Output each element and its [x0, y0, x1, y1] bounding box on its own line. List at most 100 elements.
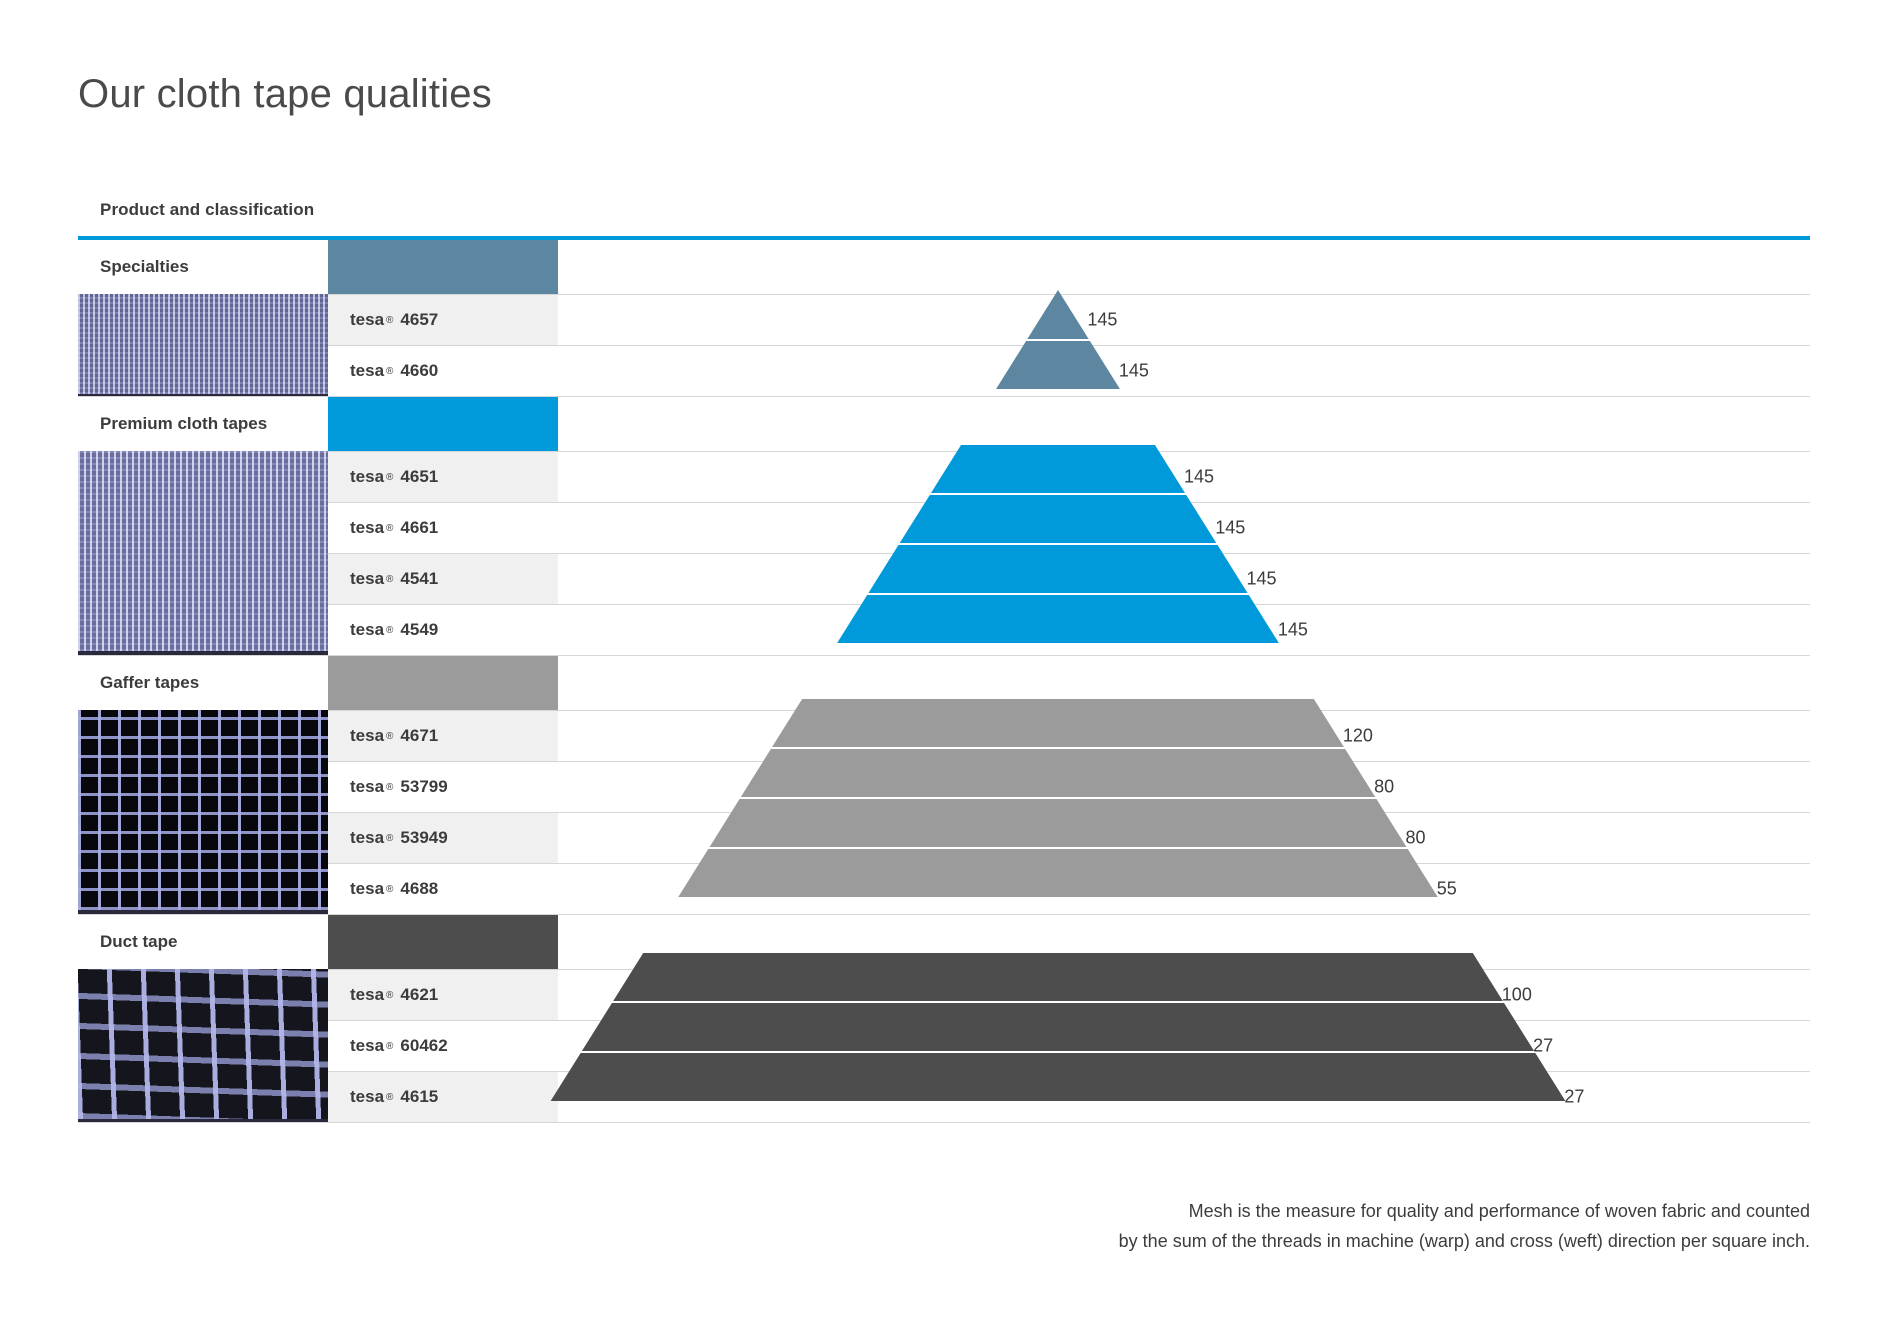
- fabric-texture-image: [78, 451, 328, 651]
- product-code: 4651: [400, 467, 439, 486]
- category-products: tesa ® 4651 145 tesa ® 4661 145 tesa ® 4541 145 tesa…: [78, 451, 1810, 656]
- category-row-spacer: [558, 240, 1810, 294]
- product-brand: tesa: [350, 569, 385, 588]
- fabric-texture-image: [78, 294, 328, 394]
- product-code: 53949: [400, 828, 448, 847]
- registered-mark-icon: ®: [386, 314, 394, 326]
- product-brand: tesa: [350, 518, 385, 537]
- product-name-cell: tesa ® 4615: [328, 1072, 558, 1122]
- mesh-chart-cell: 145: [558, 295, 1810, 345]
- mesh-chart-cell: 145: [558, 346, 1810, 396]
- footnote-line-2: by the sum of the threads in machine (wa…: [1118, 1231, 1810, 1251]
- category-row-spacer: [558, 915, 1810, 969]
- registered-mark-icon: ®: [386, 522, 394, 534]
- table-row: tesa ® 60462 27: [78, 1021, 1810, 1072]
- mesh-chart-cell: 80: [558, 813, 1810, 863]
- registered-mark-icon: ®: [386, 730, 394, 742]
- table-row: tesa ® 53799 80: [78, 762, 1810, 813]
- mesh-chart-cell: 80: [558, 762, 1810, 812]
- registered-mark-icon: ®: [386, 989, 394, 1001]
- mesh-value: 55: [1436, 878, 1457, 899]
- category-label: Duct tape: [100, 932, 178, 951]
- product-code: 4688: [400, 879, 439, 898]
- mesh-value: 120: [1342, 725, 1373, 746]
- category-products: tesa ® 4621 100 tesa ® 60462 27 tesa ® 4615 27: [78, 969, 1810, 1123]
- product-code: 4657: [400, 310, 439, 329]
- product-code: 4549: [400, 620, 439, 639]
- mesh-chart-cell: 145: [558, 503, 1810, 553]
- registered-mark-icon: ®: [386, 781, 394, 793]
- category-label: Gaffer tapes: [100, 673, 200, 692]
- product-name-cell: tesa ® 4688: [328, 864, 558, 914]
- mesh-chart-cell: 55: [558, 864, 1810, 914]
- product-name-cell: tesa ® 4541: [328, 554, 558, 604]
- product-name-cell: tesa ® 60462: [328, 1021, 558, 1071]
- product-name-cell: tesa ® 53949: [328, 813, 558, 863]
- registered-mark-icon: ®: [386, 624, 394, 636]
- product-name-cell: tesa ® 4549: [328, 605, 558, 655]
- table-row: tesa ® 4660 145: [78, 346, 1810, 397]
- table-row: tesa ® 4688 55: [78, 864, 1810, 915]
- footnote: Mesh is the measure for quality and perf…: [1010, 1196, 1810, 1256]
- mesh-chart-cell: 100: [558, 970, 1810, 1020]
- product-brand: tesa: [350, 310, 385, 329]
- page-title: Our cloth tape qualities: [78, 72, 492, 116]
- product-brand: tesa: [350, 726, 385, 745]
- product-name-cell: tesa ® 4657: [328, 295, 558, 345]
- table-row: tesa ® 53949 80: [78, 813, 1810, 864]
- table-row: tesa ® 4621 100: [78, 969, 1810, 1021]
- registered-mark-icon: ®: [386, 1040, 394, 1052]
- product-brand: tesa: [350, 620, 385, 639]
- product-code: 4661: [400, 518, 439, 537]
- mesh-value: 145: [1183, 466, 1215, 487]
- category-row-spacer: [558, 397, 1810, 451]
- product-brand: tesa: [350, 879, 385, 898]
- product-name-cell: tesa ® 4660: [328, 346, 558, 396]
- product-brand: tesa: [350, 985, 385, 1004]
- category-products: tesa ® 4657 145 tesa ® 4660 145: [78, 294, 1810, 397]
- category-color-swatch: [328, 397, 558, 451]
- product-brand: tesa: [350, 361, 385, 380]
- product-code: 4621: [400, 985, 439, 1004]
- mesh-chart-cell: 120: [558, 711, 1810, 761]
- product-name-cell: tesa ® 4661: [328, 503, 558, 553]
- product-name-cell: tesa ® 4651: [328, 452, 558, 502]
- category-row-premium-cloth-tapes: Premium cloth tapes: [78, 397, 1810, 451]
- table-row: tesa ® 4661 145: [78, 503, 1810, 554]
- table-row: tesa ® 4615 27: [78, 1072, 1810, 1123]
- category-row-spacer: [558, 656, 1810, 710]
- mesh-value: 145: [1118, 360, 1149, 381]
- mesh-chart-cell: 145: [558, 452, 1810, 502]
- category-row-duct-tape: Duct tape: [78, 915, 1810, 969]
- table-row: tesa ® 4651 145: [78, 451, 1810, 503]
- product-name-cell: tesa ® 53799: [328, 762, 558, 812]
- registered-mark-icon: ®: [386, 365, 394, 377]
- table-row: tesa ® 4549 145: [78, 605, 1810, 656]
- footnote-line-1: Mesh is the measure for quality and perf…: [1188, 1201, 1810, 1221]
- product-code: 60462: [400, 1036, 448, 1055]
- product-code: 4671: [400, 726, 439, 745]
- registered-mark-icon: ®: [386, 471, 394, 483]
- mesh-value: 145: [1277, 619, 1308, 640]
- section-label: Product and classification: [100, 200, 315, 219]
- table-row: tesa ® 4657 145: [78, 294, 1810, 346]
- qualities-table: Specialties tesa ® 4657 145 tesa ® 4660 145 Premi…: [78, 236, 1810, 1123]
- mesh-value: 100: [1501, 984, 1532, 1005]
- registered-mark-icon: ®: [386, 883, 394, 895]
- table-row: tesa ® 4541 145: [78, 554, 1810, 605]
- mesh-chart-cell: 145: [558, 605, 1810, 655]
- mesh-value: 145: [1087, 309, 1118, 330]
- product-brand: tesa: [350, 1036, 385, 1055]
- category-label: Premium cloth tapes: [100, 414, 268, 433]
- category-color-swatch: [328, 240, 558, 294]
- product-code: 4541: [400, 569, 439, 588]
- fabric-texture-image: [78, 969, 328, 1119]
- product-code: 4660: [400, 361, 439, 380]
- product-code: 53799: [400, 777, 448, 796]
- category-color-swatch: [328, 656, 558, 710]
- table-row: tesa ® 4671 120: [78, 710, 1810, 762]
- category-products: tesa ® 4671 120 tesa ® 53799 80 tesa ® 53949 80 tesa…: [78, 710, 1810, 915]
- mesh-value: 145: [1215, 517, 1246, 538]
- product-brand: tesa: [350, 467, 385, 486]
- table-body: Specialties tesa ® 4657 145 tesa ® 4660 145 Premi…: [78, 240, 1810, 1123]
